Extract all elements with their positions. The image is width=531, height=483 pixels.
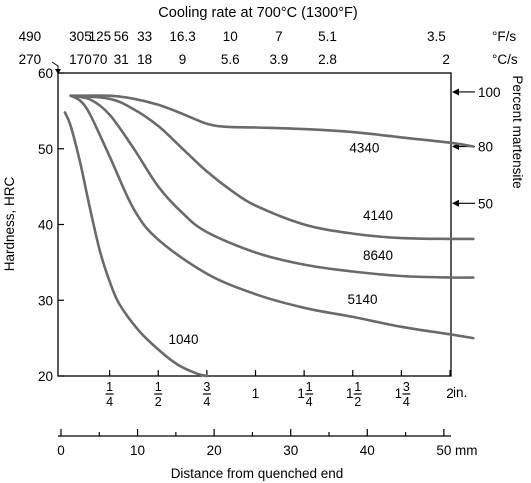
martensite-arrowhead (452, 88, 459, 96)
mm-tick-label: 0 (57, 443, 65, 458)
x-in-tick-denominator: 4 (306, 395, 313, 409)
x-in-tick-label: 2 (446, 386, 454, 401)
x-in-tick-whole: 1 (297, 386, 305, 401)
cooling-rate-f-label: 5.1 (318, 29, 337, 44)
cooling-rate-c-label: 170 (69, 52, 92, 67)
curve-4340 (69, 94, 475, 148)
cooling-rate-c-labels: 270 170 70 31 18 9 5.6 3.9 2.8 2 (19, 52, 450, 67)
curve-label-4140: 4140 (363, 208, 393, 223)
martensite-label: 50 (478, 196, 493, 211)
plot-frame (57, 72, 452, 377)
curve-4140 (69, 94, 475, 241)
cooling-rate-f-label: 33 (137, 29, 152, 44)
x-in-tick-whole: 1 (346, 386, 354, 401)
x-in-tick-numerator: 1 (354, 380, 361, 394)
curve-label-1040: 1040 (169, 332, 199, 347)
y-tick-label: 30 (38, 293, 53, 308)
x-in-tick-denominator: 4 (203, 395, 210, 409)
x-in-tick-denominator: 4 (403, 395, 410, 409)
cooling-rate-c-label: 5.6 (221, 52, 240, 67)
martensite-label: 100 (478, 85, 501, 100)
cooling-rate-c-label: 70 (92, 52, 107, 67)
cooling-rate-f-label: 305 (69, 29, 92, 44)
x-in-tick-denominator: 2 (155, 395, 162, 409)
mm-tick-label: 50 (436, 443, 451, 458)
curve-label-4340: 4340 (349, 141, 379, 156)
curve-8640 (69, 94, 475, 279)
curve-label-8640: 8640 (363, 248, 393, 263)
cooling-rate-c-label: 9 (179, 52, 187, 67)
mm-tick-label: 30 (283, 443, 298, 458)
cooling-rate-f-label: 10 (223, 29, 238, 44)
x-axis-mm-unit: mm (455, 443, 478, 458)
mm-tick-label: 10 (130, 443, 145, 458)
mm-tick-label: 20 (207, 443, 222, 458)
martensite-markers: 100 80 50 (452, 85, 501, 211)
cooling-rate-f-label: 125 (89, 29, 112, 44)
curve-label-5140: 5140 (347, 292, 377, 307)
y-tick-label: 40 (38, 218, 53, 233)
martensite-label: 80 (478, 139, 493, 154)
x-in-tick-numerator: 1 (106, 380, 113, 394)
cooling-rate-c-label: 3.9 (269, 52, 288, 67)
x-in-tick-numerator: 1 (306, 380, 313, 394)
x-in-tick-numerator: 1 (155, 380, 162, 394)
y-axis-left: 20 30 40 50 60 (38, 66, 64, 384)
cooling-rate-c-label: 2 (442, 52, 450, 67)
x-axis-label: Distance from quenched end (171, 466, 344, 481)
y-tick-label: 60 (38, 66, 53, 81)
x-in-tick-denominator: 2 (354, 395, 361, 409)
cooling-rate-f-unit: °F/s (492, 29, 516, 44)
cooling-rate-f-label: 56 (114, 29, 129, 44)
x-axis-mm: 0 10 20 30 40 50 (57, 429, 451, 458)
cooling-rate-c-label: 270 (19, 52, 42, 67)
cooling-rate-f-label: 3.5 (427, 29, 446, 44)
cooling-rate-c-unit: °C/s (492, 52, 518, 67)
x-in-tick-numerator: 3 (403, 380, 410, 394)
mm-tick-label: 40 (360, 443, 375, 458)
cooling-rate-f-label: 7 (275, 29, 283, 44)
x-in-tick-denominator: 4 (106, 395, 113, 409)
x-in-tick-numerator: 3 (203, 380, 210, 394)
x-axis-inch-unit: in. (453, 385, 467, 400)
cooling-rate-c-label: 18 (137, 52, 152, 67)
y-tick-label: 50 (38, 142, 53, 157)
curve-1040 (63, 111, 209, 378)
x-in-tick-whole: 1 (395, 386, 403, 401)
y-axis-label: Hardness, HRC (2, 176, 17, 271)
y-tick-label: 20 (38, 369, 53, 384)
cooling-rate-c-label: 2.8 (318, 52, 337, 67)
corner-arrow (51, 61, 61, 74)
curve-5140 (69, 94, 475, 340)
martensite-arrowhead (452, 199, 459, 207)
chart-title: Cooling rate at 700°C (1300°F) (158, 5, 357, 21)
curves: 1040 5140 8640 4140 4340 (63, 94, 475, 378)
cooling-rate-f-label: 16.3 (169, 29, 195, 44)
cooling-rate-c-label: 31 (114, 52, 129, 67)
x-in-tick-label: 1 (252, 386, 260, 401)
right-axis-label: Percent martensite (510, 75, 525, 188)
cooling-rate-f-label: 490 (19, 29, 42, 44)
